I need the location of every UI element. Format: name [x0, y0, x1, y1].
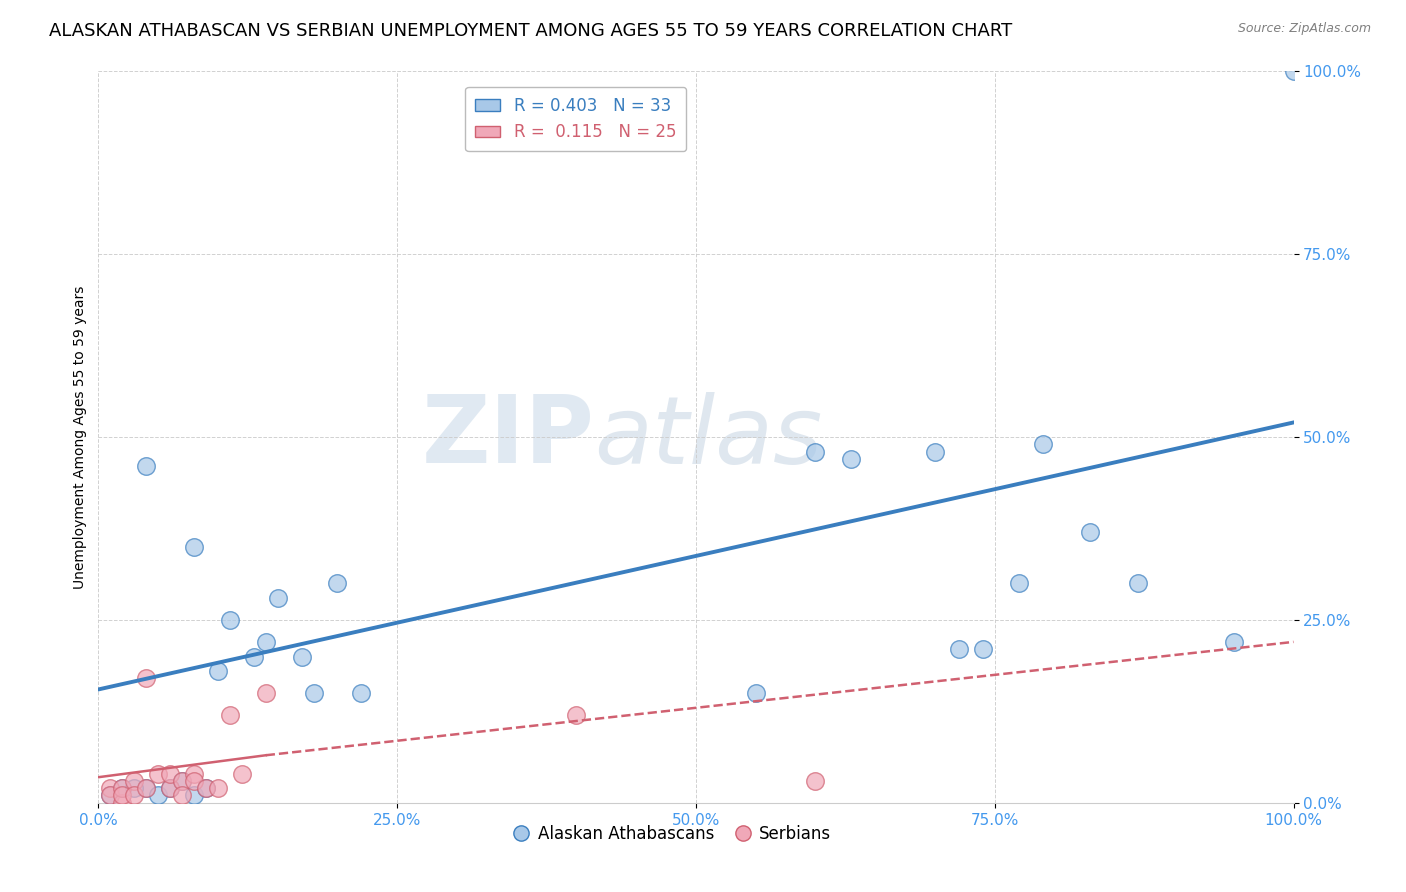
Point — [172, 773, 194, 788]
Point — [135, 672, 157, 686]
Point — [159, 781, 181, 796]
Point — [804, 444, 827, 458]
Point — [98, 789, 122, 803]
Point — [948, 642, 970, 657]
Point — [745, 686, 768, 700]
Point — [1032, 437, 1054, 451]
Point — [972, 642, 994, 657]
Point — [267, 591, 290, 605]
Point — [124, 781, 146, 796]
Point — [124, 773, 146, 788]
Point — [841, 452, 863, 467]
Point — [159, 781, 181, 796]
Text: Source: ZipAtlas.com: Source: ZipAtlas.com — [1237, 22, 1371, 36]
Point — [219, 613, 242, 627]
Point — [111, 781, 134, 796]
Text: ALASKAN ATHABASCAN VS SERBIAN UNEMPLOYMENT AMONG AGES 55 TO 59 YEARS CORRELATION: ALASKAN ATHABASCAN VS SERBIAN UNEMPLOYME… — [49, 22, 1012, 40]
Point — [195, 781, 218, 796]
Point — [148, 766, 170, 780]
Point — [326, 576, 349, 591]
Point — [111, 796, 134, 810]
Legend: Alaskan Athabascans, Serbians: Alaskan Athabascans, Serbians — [506, 818, 838, 849]
Point — [350, 686, 373, 700]
Point — [254, 686, 277, 700]
Point — [565, 708, 588, 723]
Point — [159, 766, 181, 780]
Point — [98, 781, 122, 796]
Point — [1008, 576, 1031, 591]
Point — [302, 686, 325, 700]
Point — [124, 789, 146, 803]
Point — [243, 649, 266, 664]
Point — [1223, 635, 1246, 649]
Point — [207, 781, 229, 796]
Point — [1080, 525, 1102, 540]
Point — [172, 773, 194, 788]
Point — [135, 781, 157, 796]
Text: ZIP: ZIP — [422, 391, 595, 483]
Point — [183, 766, 205, 780]
Point — [135, 781, 157, 796]
Point — [172, 789, 194, 803]
Point — [98, 789, 122, 803]
Point — [924, 444, 946, 458]
Point — [183, 789, 205, 803]
Point — [231, 766, 253, 780]
Point — [207, 664, 229, 678]
Point — [111, 781, 134, 796]
Point — [111, 789, 134, 803]
Point — [195, 781, 218, 796]
Point — [1128, 576, 1150, 591]
Y-axis label: Unemployment Among Ages 55 to 59 years: Unemployment Among Ages 55 to 59 years — [73, 285, 87, 589]
Point — [804, 773, 827, 788]
Text: atlas: atlas — [595, 392, 823, 483]
Point — [254, 635, 277, 649]
Point — [148, 789, 170, 803]
Point — [219, 708, 242, 723]
Point — [135, 459, 157, 474]
Point — [291, 649, 314, 664]
Point — [1282, 64, 1305, 78]
Point — [183, 540, 205, 554]
Point — [183, 773, 205, 788]
